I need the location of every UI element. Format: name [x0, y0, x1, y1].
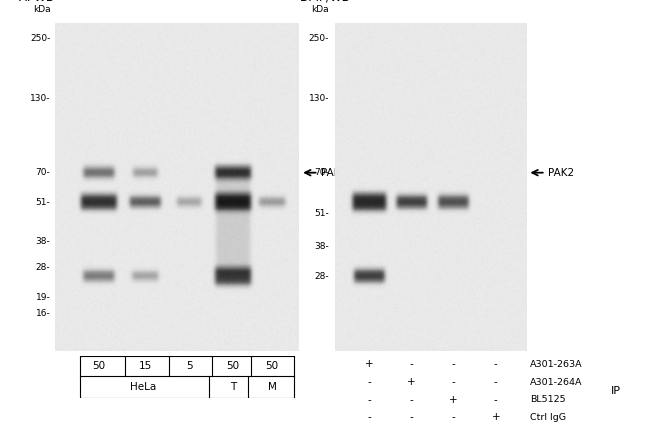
Text: Ctrl IgG: Ctrl IgG [530, 413, 566, 422]
Text: 38-: 38- [36, 237, 51, 246]
Text: T: T [230, 382, 237, 392]
Text: A. WB: A. WB [19, 0, 54, 4]
Text: -: - [494, 377, 498, 387]
Text: BL5125: BL5125 [530, 395, 566, 404]
Text: +: + [407, 377, 416, 387]
Text: 50: 50 [266, 361, 279, 371]
Text: kDa: kDa [311, 5, 329, 14]
Text: PAK2: PAK2 [321, 168, 347, 178]
Text: 51-: 51- [36, 198, 51, 207]
Text: kDa: kDa [32, 5, 51, 14]
Text: 50: 50 [227, 361, 240, 371]
Text: -: - [410, 360, 413, 369]
Text: -: - [494, 360, 498, 369]
Text: 70-: 70- [314, 168, 329, 177]
Text: -: - [452, 377, 456, 387]
Text: -: - [367, 412, 371, 422]
Text: -: - [494, 394, 498, 405]
Text: -: - [452, 412, 456, 422]
Text: 51-: 51- [314, 209, 329, 218]
Text: +: + [491, 412, 500, 422]
Text: +: + [365, 360, 374, 369]
Text: -: - [367, 394, 371, 405]
Text: 19-: 19- [36, 293, 51, 302]
Text: IP: IP [611, 386, 621, 396]
Text: -: - [410, 412, 413, 422]
Text: 250-: 250- [309, 34, 329, 43]
Text: -: - [452, 360, 456, 369]
Text: 16-: 16- [36, 309, 51, 318]
Text: A301-264A: A301-264A [530, 377, 583, 386]
Text: A301-263A: A301-263A [530, 360, 583, 369]
Text: 130-: 130- [30, 95, 51, 104]
Text: 28-: 28- [315, 271, 329, 280]
Text: 5: 5 [186, 361, 192, 371]
Text: 250-: 250- [30, 34, 51, 43]
Text: 50: 50 [92, 361, 106, 371]
Text: +: + [449, 394, 458, 405]
Text: HeLa: HeLa [130, 382, 156, 392]
Text: 15: 15 [139, 361, 152, 371]
Text: 38-: 38- [314, 242, 329, 251]
Text: 130-: 130- [309, 95, 329, 104]
Text: M: M [268, 382, 277, 392]
Text: PAK2: PAK2 [547, 168, 574, 178]
Text: B. IP/WB: B. IP/WB [300, 0, 350, 4]
Text: 70-: 70- [36, 168, 51, 177]
Text: -: - [367, 377, 371, 387]
Text: -: - [410, 394, 413, 405]
Text: 28-: 28- [36, 263, 51, 272]
